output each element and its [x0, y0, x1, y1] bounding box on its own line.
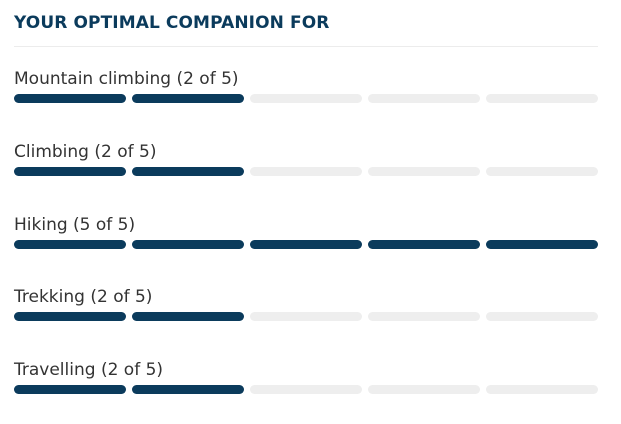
activity-label: Mountain climbing (2 of 5): [14, 69, 239, 89]
rating-bar: [14, 240, 598, 249]
rating-segment-filled: [132, 312, 244, 321]
rating-segment-empty: [486, 312, 598, 321]
rating-segment-empty: [250, 385, 362, 394]
rating-segment-filled: [486, 240, 598, 249]
activity-label: Trekking (2 of 5): [14, 287, 153, 307]
rating-segment-empty: [486, 385, 598, 394]
heading-divider: [14, 46, 598, 47]
rating-segment-empty: [250, 167, 362, 176]
activity-travelling: Travelling (2 of 5): [14, 358, 598, 394]
rating-segment-filled: [14, 385, 126, 394]
activity-trekking: Trekking (2 of 5): [14, 285, 598, 321]
rating-bar: [14, 167, 598, 176]
rating-bar: [14, 94, 598, 103]
rating-segment-empty: [486, 94, 598, 103]
rating-segment-filled: [14, 94, 126, 103]
activity-hiking: Hiking (5 of 5): [14, 213, 598, 249]
rating-segment-empty: [368, 312, 480, 321]
rating-segment-filled: [14, 167, 126, 176]
rating-segment-filled: [132, 94, 244, 103]
rating-segment-filled: [368, 240, 480, 249]
rating-segment-filled: [132, 167, 244, 176]
rating-segment-empty: [250, 94, 362, 103]
rating-segment-filled: [250, 240, 362, 249]
activity-label: Hiking (5 of 5): [14, 215, 136, 235]
rating-bar: [14, 312, 598, 321]
activity-label: Climbing (2 of 5): [14, 142, 157, 162]
rating-segment-empty: [250, 312, 362, 321]
rating-segment-empty: [368, 385, 480, 394]
rating-bar: [14, 385, 598, 394]
activity-label: Travelling (2 of 5): [14, 360, 164, 380]
rating-segment-filled: [14, 240, 126, 249]
section-heading: YOUR OPTIMAL COMPANION FOR: [14, 13, 330, 33]
rating-segment-filled: [132, 385, 244, 394]
rating-segment-empty: [368, 167, 480, 176]
activity-mountain-climbing: Mountain climbing (2 of 5): [14, 67, 598, 103]
companion-panel: YOUR OPTIMAL COMPANION FOR Mountain clim…: [14, 0, 598, 394]
rating-segment-filled: [132, 240, 244, 249]
activity-climbing: Climbing (2 of 5): [14, 140, 598, 176]
rating-segment-filled: [14, 312, 126, 321]
rating-segment-empty: [486, 167, 598, 176]
rating-segment-empty: [368, 94, 480, 103]
